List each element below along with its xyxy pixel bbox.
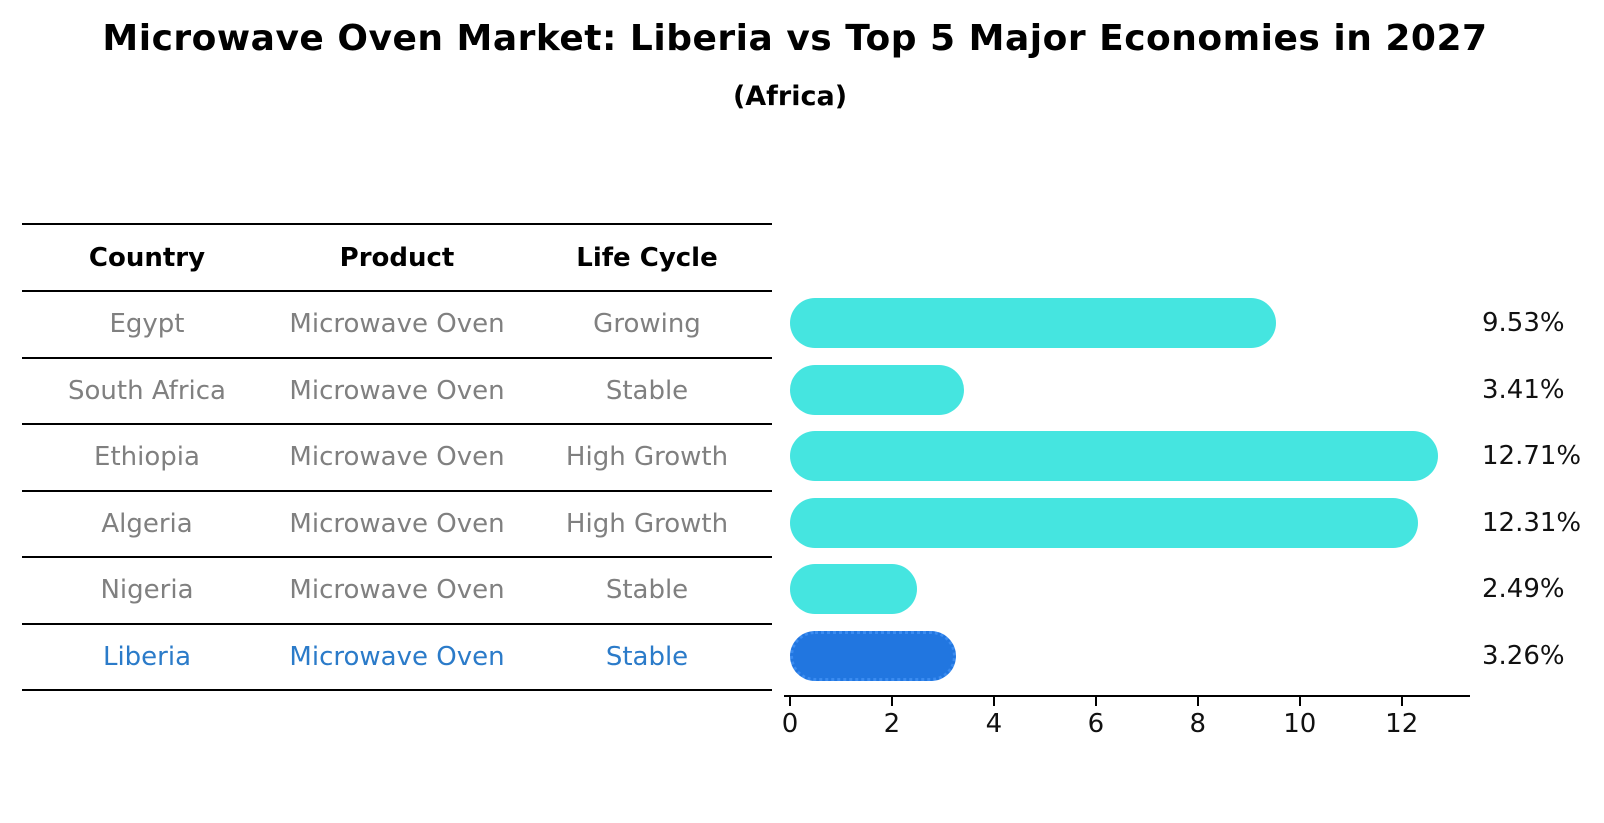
- bar-track-ethiopia: [790, 431, 1468, 481]
- table-row-liberia: Liberia Microwave Oven Stable: [22, 625, 772, 691]
- chart-title: Microwave Oven Market: Liberia vs Top 5 …: [102, 18, 1488, 59]
- cell-product: Microwave Oven: [289, 641, 505, 672]
- bar-egypt: [790, 298, 1276, 348]
- x-tick-mark-10: [1298, 697, 1301, 706]
- value-label-nigeria: 2.49%: [1482, 574, 1565, 604]
- x-tick-label-6: 6: [1087, 709, 1105, 739]
- x-tick-mark-4: [992, 697, 995, 706]
- bar-track-liberia: [790, 630, 1468, 681]
- country-table: Country Product Life Cycle Egypt Microwa…: [22, 223, 772, 691]
- x-tick-label-10: 10: [1283, 709, 1317, 739]
- cell-country: Egypt: [109, 309, 185, 340]
- cell-life-cycle: High Growth: [565, 508, 729, 539]
- table-row-south-africa: South Africa Microwave Oven Stable: [22, 359, 772, 425]
- bar-south-africa: [790, 364, 964, 415]
- column-header-country: Country: [88, 242, 206, 273]
- cell-life-cycle: Stable: [605, 641, 689, 672]
- cell-country: Liberia: [102, 641, 192, 672]
- x-tick-mark-2: [890, 697, 893, 706]
- x-tick-mark-12: [1400, 697, 1403, 706]
- column-header-life-cycle: Life Cycle: [576, 242, 718, 273]
- x-tick-label-2: 2: [883, 709, 901, 739]
- bar-liberia: [790, 630, 957, 681]
- value-label-algeria: 12.31%: [1482, 507, 1582, 538]
- bar-track-south-africa: [790, 364, 1468, 415]
- cell-country: Nigeria: [100, 575, 194, 606]
- table-row-ethiopia: Ethiopia Microwave Oven High Growth: [22, 425, 772, 492]
- table-row-egypt: Egypt Microwave Oven Growing: [22, 292, 772, 359]
- cell-product: Microwave Oven: [289, 575, 505, 606]
- x-tick-label-8: 8: [1189, 709, 1207, 739]
- column-header-product: Product: [339, 242, 455, 273]
- bar-ethiopia: [790, 431, 1438, 481]
- x-tick-mark-8: [1196, 697, 1199, 706]
- value-label-egypt: 9.53%: [1482, 308, 1565, 338]
- bar-track-algeria: [790, 497, 1468, 548]
- cell-country: Algeria: [101, 508, 193, 539]
- cell-product: Microwave Oven: [289, 309, 505, 340]
- bar-nigeria: [790, 564, 917, 614]
- value-label-liberia: 3.26%: [1482, 640, 1565, 671]
- table-row-nigeria: Nigeria Microwave Oven Stable: [22, 558, 772, 625]
- cell-product: Microwave Oven: [289, 508, 505, 539]
- chart-subtitle: (Africa): [732, 81, 848, 112]
- table-row-algeria: Algeria Microwave Oven High Growth: [22, 492, 772, 558]
- plot-area: [790, 290, 1468, 697]
- x-tick-label-4: 4: [985, 709, 1003, 739]
- bar-algeria: [790, 497, 1418, 548]
- cell-product: Microwave Oven: [289, 442, 505, 473]
- x-tick-mark-6: [1094, 697, 1097, 706]
- cell-life-cycle: Growing: [593, 309, 701, 340]
- x-tick-label-12: 12: [1385, 709, 1419, 739]
- cell-life-cycle: Stable: [605, 375, 689, 406]
- bar-track-nigeria: [790, 564, 1468, 614]
- bar-track-egypt: [790, 298, 1468, 348]
- cell-product: Microwave Oven: [289, 375, 505, 406]
- cell-country: Ethiopia: [94, 442, 200, 473]
- cell-life-cycle: Stable: [605, 575, 689, 606]
- x-axis-line: [784, 695, 1470, 697]
- value-label-ethiopia: 12.71%: [1482, 441, 1582, 471]
- cell-life-cycle: High Growth: [565, 442, 729, 473]
- value-labels: 9.53% 3.41% 12.71% 12.31% 2.49% 3.26%: [1482, 0, 1602, 823]
- x-tick-label-0: 0: [781, 709, 799, 739]
- value-label-south-africa: 3.41%: [1482, 374, 1565, 405]
- x-tick-mark-0: [789, 697, 791, 706]
- table-header-row: Country Product Life Cycle: [22, 223, 772, 292]
- cell-country: South Africa: [68, 375, 226, 406]
- x-axis-ticks: 0 2 4 6 8 10 12: [782, 697, 1468, 757]
